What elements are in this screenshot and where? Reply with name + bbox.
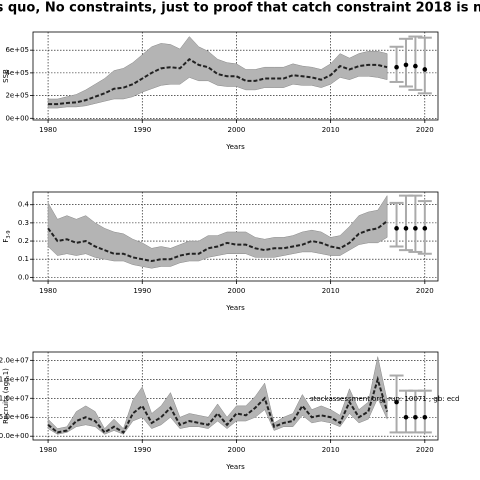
y-tick-label: 4e+05 xyxy=(5,69,29,77)
forecast-point xyxy=(422,414,428,420)
plot-frame xyxy=(32,351,439,441)
forecast-point xyxy=(413,63,418,69)
forecast-point xyxy=(413,226,418,231)
y-tick-label: 0.2 xyxy=(18,237,29,245)
y-tick-label: 0.4 xyxy=(18,201,30,209)
x-tick-label: 2020 xyxy=(416,287,434,295)
y-tick-label: 6e+05 xyxy=(5,46,29,54)
y-axis-label: Recruits (age 1) xyxy=(2,368,10,424)
y-tick-label: 1.0e+07 xyxy=(0,394,29,402)
y-tick-label: 0e+00 xyxy=(5,114,29,122)
forecast-point xyxy=(403,226,409,231)
x-tick-label: 1980 xyxy=(39,287,57,295)
y-axis-label-subscript: 3-9 xyxy=(6,230,12,238)
x-tick-label: 1990 xyxy=(133,126,151,134)
x-tick-label: 1990 xyxy=(133,287,151,295)
y-tick-label: 0.0 xyxy=(18,273,29,281)
confidence-band xyxy=(47,356,388,435)
forecast-point xyxy=(422,67,428,72)
x-tick-label: 1980 xyxy=(39,126,57,134)
confidence-band xyxy=(47,194,388,269)
x-tick-label: 2010 xyxy=(322,446,340,454)
x-tick-label: 2000 xyxy=(228,446,246,454)
y-tick-label: 2.0e+07 xyxy=(0,356,29,364)
confidence-band xyxy=(47,36,388,109)
figure-title: tus quo, No constraints, just to proof t… xyxy=(0,1,480,16)
estimate-line xyxy=(47,220,388,263)
forecast-point xyxy=(422,226,428,231)
forecast-point xyxy=(394,399,399,405)
y-tick-label: 0.3 xyxy=(18,219,29,227)
y-tick-label: 5.0e+06 xyxy=(0,413,30,421)
x-axis-label: Years xyxy=(225,463,245,471)
x-axis-label: Years xyxy=(225,304,245,312)
estimate-line xyxy=(48,57,388,106)
plot-frame xyxy=(32,31,439,121)
forecast-point xyxy=(413,414,418,420)
x-tick-label: 2010 xyxy=(322,126,340,134)
plot-frame xyxy=(32,191,439,282)
y-axis-label-text: SSB xyxy=(2,69,10,83)
y-tick-label: 0.0e+00 xyxy=(0,432,29,440)
y-tick-label: 1.5e+07 xyxy=(0,375,29,383)
y-tick-label: 0.1 xyxy=(18,255,29,263)
x-tick-label: 2000 xyxy=(228,287,246,295)
y-axis-label-text: Recruits (age 1) xyxy=(2,368,10,424)
y-axis-label: F3-9 xyxy=(2,230,12,242)
forecast-point xyxy=(403,414,409,420)
annotation: stockassessment.org, run: 10071 , gb: ec… xyxy=(310,395,459,403)
x-tick-label: 1980 xyxy=(39,446,57,454)
x-tick-label: 2010 xyxy=(322,287,340,295)
x-tick-label: 2020 xyxy=(416,126,434,134)
y-axis-label: SSB xyxy=(2,69,10,83)
forecast-point xyxy=(394,64,399,70)
forecast-point xyxy=(403,62,409,68)
estimate-line xyxy=(47,375,389,434)
x-tick-label: 1990 xyxy=(133,446,151,454)
y-axis-label-text: F xyxy=(2,239,10,243)
x-tick-label: 2000 xyxy=(228,126,246,134)
y-tick-label: 2e+05 xyxy=(5,92,29,100)
x-axis-label: Years xyxy=(225,143,245,151)
x-tick-label: 2020 xyxy=(416,446,434,454)
forecast-point xyxy=(394,226,399,231)
